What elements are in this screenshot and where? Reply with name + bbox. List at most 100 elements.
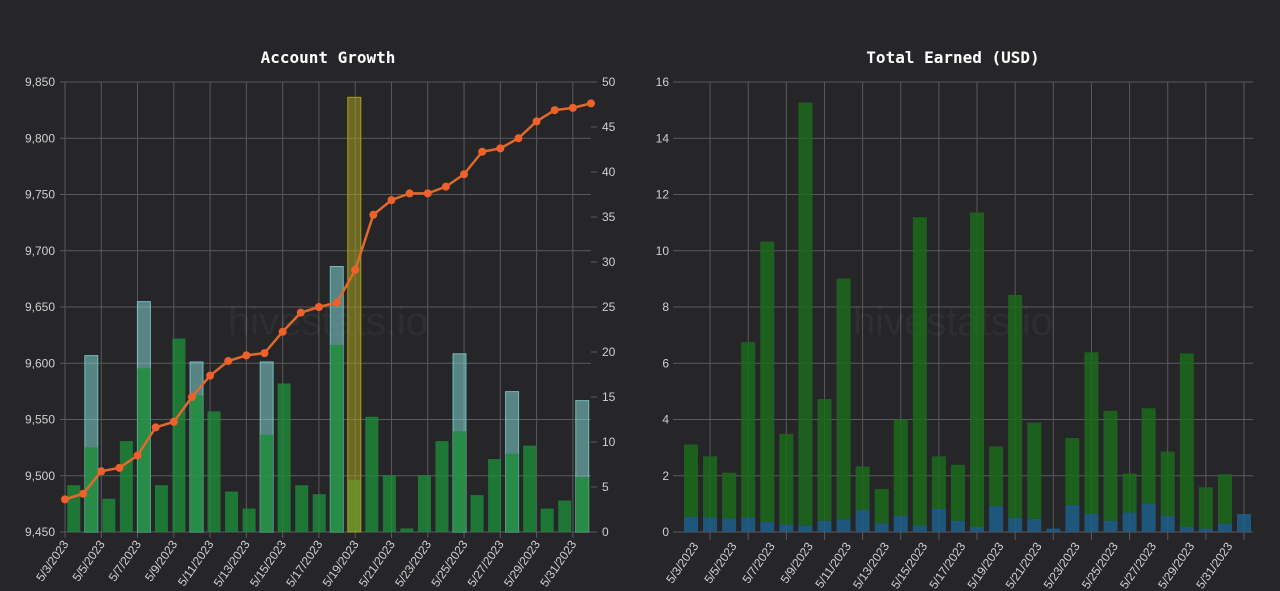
blue-earned-bar [779,524,794,532]
green-bar [190,395,203,532]
green-earned-bar [1065,438,1080,505]
y-right-tick-label: 40 [602,165,616,179]
line-point [351,265,360,274]
y-right-tick-label: 5 [602,480,609,494]
green-earned-bar [1122,473,1137,513]
green-bar [417,475,431,532]
x-tick-label: 5/9/2023 [778,539,816,586]
x-tick-label: 5/3/2023 [663,539,701,586]
green-bar [575,477,589,532]
green-earned-bar [855,466,870,511]
line-point [278,327,287,336]
green-bar [312,494,326,532]
green-earned-bar [798,102,813,526]
green-earned-bar [970,212,985,527]
green-bar [330,344,344,532]
green-bar [260,434,274,532]
blue-earned-bar [722,518,737,532]
green-earned-bar [912,217,927,526]
green-earned-bar [741,342,756,518]
y-left-tick-label: 9,500 [25,469,55,483]
blue-earned-bar [1160,515,1175,532]
y-right-tick-label: 10 [602,435,616,449]
green-earned-bar [684,444,698,517]
x-tick-label: 5/31/2023 [537,537,579,589]
x-tick-label: 5/21/2023 [1003,539,1045,591]
line-point [369,210,378,219]
line-point [169,417,178,426]
blue-earned-bar [989,505,1004,532]
x-tick-label: 5/29/2023 [1155,539,1197,591]
line-point [496,144,505,153]
line-point [206,371,215,380]
blue-earned-bar [684,516,698,532]
y-right-tick-label: 50 [602,75,616,89]
x-tick-label: 5/15/2023 [888,539,930,591]
line-point [224,357,233,365]
blue-earned-bar [1065,505,1080,532]
line-point [242,351,251,360]
y-tick-label: 4 [662,413,669,427]
y-tick-label: 6 [662,356,669,370]
green-earned-bar [874,488,889,524]
line-point [187,393,196,401]
green-earned-bar [760,241,775,522]
green-bar [558,500,572,532]
blue-earned-bar [817,520,832,532]
watermark: hivestats.io [228,300,428,344]
green-earned-bar [703,456,718,518]
green-bar [137,368,151,532]
green-bar [102,498,116,532]
green-earned-bar [931,456,946,509]
green-earned-bar [1198,487,1213,529]
line-point [61,495,69,504]
y-right-tick-label: 30 [602,255,616,269]
y-right-tick-label: 15 [602,390,616,404]
green-earned-bar [1160,451,1175,516]
green-bar [119,441,133,532]
line-point [441,182,450,191]
green-earned-bar [950,464,965,521]
green-earned-bar [1141,408,1156,504]
y-right-tick-label: 35 [602,210,616,224]
green-earned-bar [1084,352,1099,514]
line-point [423,189,432,198]
green-earned-bar [989,446,1004,506]
green-earned-bar [1217,474,1232,524]
line-point [405,189,414,198]
watermark: hivestats.io [853,300,1053,344]
blue-earned-bar [874,523,889,532]
chart-title: Account Growth [261,48,396,67]
green-bar [277,383,291,532]
green-bar [400,528,414,532]
blue-earned-bar [1027,518,1042,532]
y-right-tick-label: 0 [602,525,609,539]
green-earned-bar [1008,294,1023,518]
green-bar [225,491,239,532]
line-point [79,489,88,498]
green-bar [540,508,554,532]
blue-earned-bar [1008,517,1023,532]
green-bar [435,441,449,532]
line-point [97,467,106,476]
x-tick-label: 5/31/2023 [1193,539,1235,591]
green-earned-bar [1103,410,1118,521]
x-tick-label: 5/19/2023 [964,539,1006,591]
y-left-tick-label: 9,450 [25,525,55,539]
line-point [514,134,523,143]
line-point [333,298,342,307]
green-bar [172,338,186,532]
y-right-tick-label: 45 [602,120,616,134]
line-point [151,423,160,432]
line-point [296,308,305,317]
line-point [314,303,323,311]
x-tick-label: 5/25/2023 [1079,539,1121,591]
chart-title: Total Earned (USD) [866,48,1039,67]
line-point [260,349,269,358]
x-tick-label: 5/7/2023 [106,537,144,584]
line-point [550,106,559,115]
x-tick-label: 5/7/2023 [739,539,777,586]
y-left-tick-label: 9,650 [25,300,55,314]
